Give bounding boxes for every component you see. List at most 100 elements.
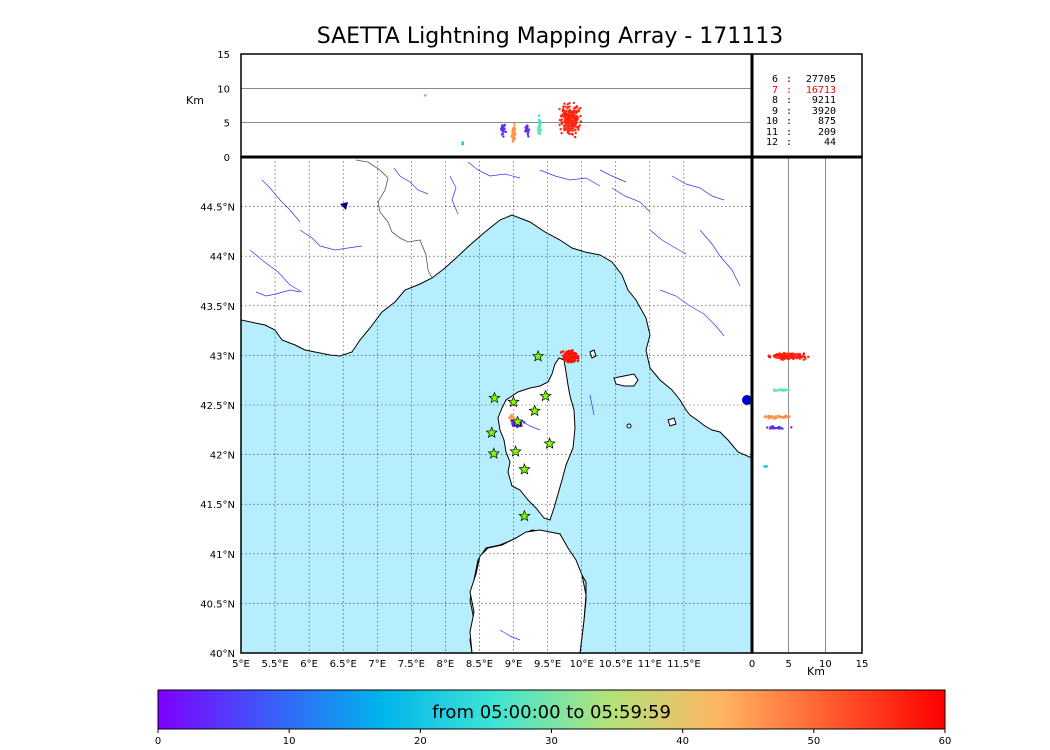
altitude-lon-point [539,128,543,132]
altitude-lon-point [565,126,569,130]
altitude-lat-point [798,357,801,360]
altitude-lat-point [803,355,806,359]
count-row-count: 875 [817,116,836,127]
altitude-lat-point [782,388,785,392]
altitude-lon-point [526,124,529,128]
altitude-lat-point [773,426,776,430]
altitude-lon-point [576,126,580,129]
count-row-sep: : [785,84,793,96]
count-row-stations: 12 [765,137,778,148]
lon-tick-label: 11°E [638,659,662,670]
altitude-lon-point [539,122,542,126]
lon-tick-label: 7°E [368,659,386,670]
colorbar-tick-label: 30 [545,736,558,747]
altitude-lon-point [567,114,571,117]
altitude-lon-point [562,127,566,130]
altitude-lat-point [765,465,769,468]
altitude-lon-point [569,119,573,123]
altitude-lat-point [779,355,782,358]
lat-tick-label: 42°N [210,451,235,462]
count-row: 7:16713 [760,84,836,97]
lon-tick-label: 8.5°E [466,659,493,670]
count-row-sep: : [785,105,793,117]
altitude-lat-point [778,427,781,430]
altitude-lat-point [777,355,780,359]
altitude-lon-point [537,119,541,123]
altitude-lon-point [500,133,504,136]
count-row-count: 3920 [811,105,836,117]
altitude-lat-point [767,415,771,418]
lon-tick-label: 9°E [505,659,523,670]
count-row-stations: 8 [771,95,778,106]
altitude-lat-point [791,356,795,359]
altitude-lon-point [571,133,574,136]
altitude-lon-point [558,123,561,127]
colorbar-ticks: 0 10 20 30 40 50 60 [155,729,951,747]
altitude-lon-sources [423,94,583,146]
lat-tick-label: 44°N [210,252,235,263]
lon-tick-label: 10.5°E [599,659,633,670]
altitude-lon-point [502,135,505,138]
map-source-point [565,354,568,358]
altitude-lat-point [802,358,805,361]
altitude-tick-label: 5 [785,659,791,670]
count-row: 8: 9211 [760,95,836,107]
count-row: 12: 44 [760,137,836,149]
map-source-point [576,359,580,363]
altitude-lon-point [577,110,581,113]
altitude-tick-label: 10 [217,84,230,95]
count-row: 11: 209 [760,126,836,139]
colorbar-tick-label: 20 [414,736,427,747]
station-star-icon [488,391,501,404]
altitude-lon-point [502,128,506,132]
altitude-lat-point [773,416,776,419]
corsica-land [497,357,576,521]
map-source-point [567,349,571,353]
altitude-lon-point [513,122,516,126]
station-star-icon [528,404,541,417]
count-row-count: 209 [817,126,836,138]
altitude-lat-point [788,415,791,418]
altitude-lat-point [787,388,790,392]
lon-tick-label: 6.5°E [330,659,357,670]
lat-tick-label: 40.5°N [200,599,235,610]
altitude-lon-point [566,131,570,134]
altitude-lon-point [563,102,566,105]
map-source-point [565,350,568,354]
station-star-icon [511,415,524,428]
map-source-point [569,351,572,354]
altitude-lat-point [781,416,785,420]
altitude-lon-point [560,131,563,135]
altitude-lon-point [571,129,574,133]
station-star-icon [487,447,500,459]
altitude-lat-panel [751,156,863,654]
altitude-lon-point [563,124,567,128]
altitude-lon-point [524,130,527,133]
tick-labels: 5°E 5.5°E 6°E 6.5°E 7°E 7.5°E 8°E 8.5°E 9°E 9.5°E… [200,50,868,670]
map-source-point [574,352,578,356]
count-row-stations: 6 [771,74,778,85]
altitude-lat-point [807,355,810,359]
lat-tick-label: 43.5°N [200,302,235,313]
altitude-lon-point [572,127,575,130]
map-source-point [573,358,576,361]
count-row-sep: : [785,116,793,127]
map-source-point [564,358,567,362]
lake-marker [340,202,348,210]
lat-tick-label: 44.5°N [200,203,235,214]
lat-tick-label: 42.5°N [200,401,235,412]
altitude-lat-grid [788,157,826,653]
altitude-lon-point [573,122,576,125]
altitude-lon-point [568,102,571,105]
altitude-lat-point [780,355,784,359]
altitude-lat-point [782,351,786,355]
altitude-lon-point [577,108,581,111]
altitude-tick-label: 0 [224,153,230,164]
lat-tick-label: 43°N [210,351,235,362]
altitude-lon-point [569,122,573,125]
altitude-lat-point [792,354,795,357]
altitude-lon-point [566,128,570,131]
chart-title: SAETTA Lightning Mapping Array - 171113 [316,24,784,49]
altitude-lon-point [568,132,571,136]
altitude-lat-point [794,353,798,356]
